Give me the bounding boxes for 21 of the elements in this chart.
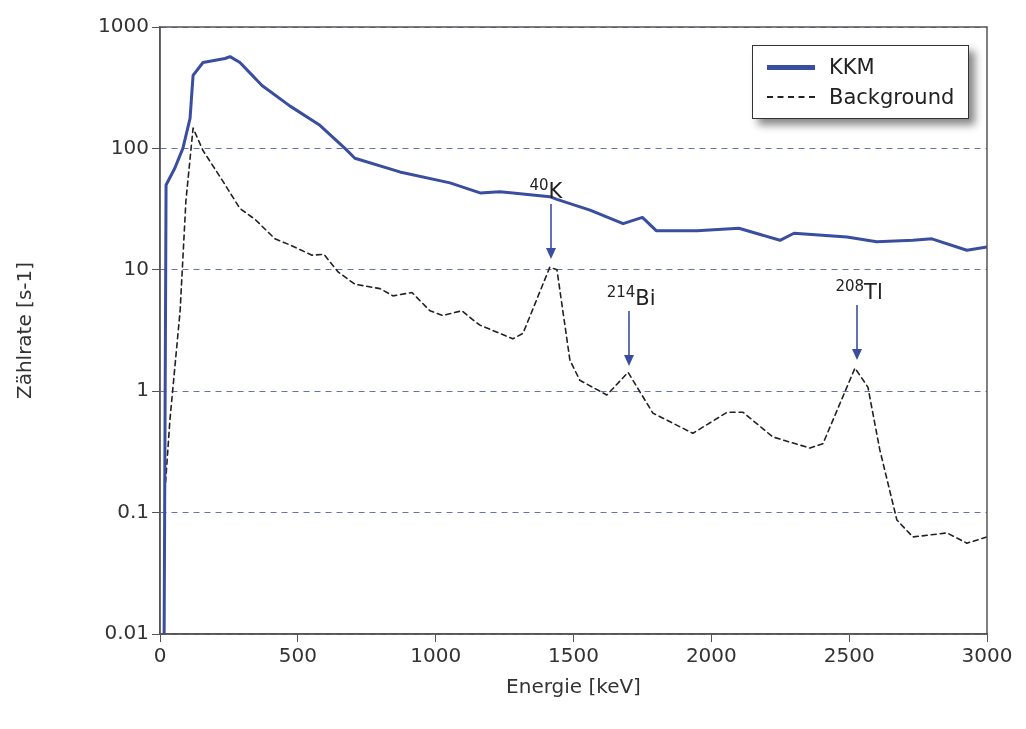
y-axis-title: Zählrate [s-1] (12, 261, 37, 400)
y-tick-label: 1000 (98, 13, 149, 38)
x-tick-label: 2500 (823, 643, 875, 668)
x-tick-label: 500 (278, 643, 317, 668)
x-axis-title: Energie [keV] (506, 674, 641, 699)
x-tick-label: 1000 (410, 643, 462, 668)
x-tick-label: 2000 (685, 643, 737, 668)
annotation: $^{208}$Tl (835, 277, 883, 305)
annotation: $^{40}$K (529, 175, 563, 203)
legend-label: Background (829, 85, 955, 109)
annotation: $^{214}$Bi (606, 283, 656, 311)
x-tick-label: 1500 (548, 643, 599, 668)
legend-label: KKM (829, 55, 875, 79)
line-series (164, 127, 987, 544)
y-tick-label: 1 (136, 377, 149, 402)
y-tick-label: 0.1 (117, 498, 149, 523)
x-tick-label: 3000 (961, 643, 1013, 668)
y-tick-label: 100 (110, 134, 149, 159)
x-tick-label: 0 (153, 643, 167, 668)
y-tick-label: 10 (123, 256, 149, 280)
y-tick-label: 0.01 (104, 620, 149, 645)
